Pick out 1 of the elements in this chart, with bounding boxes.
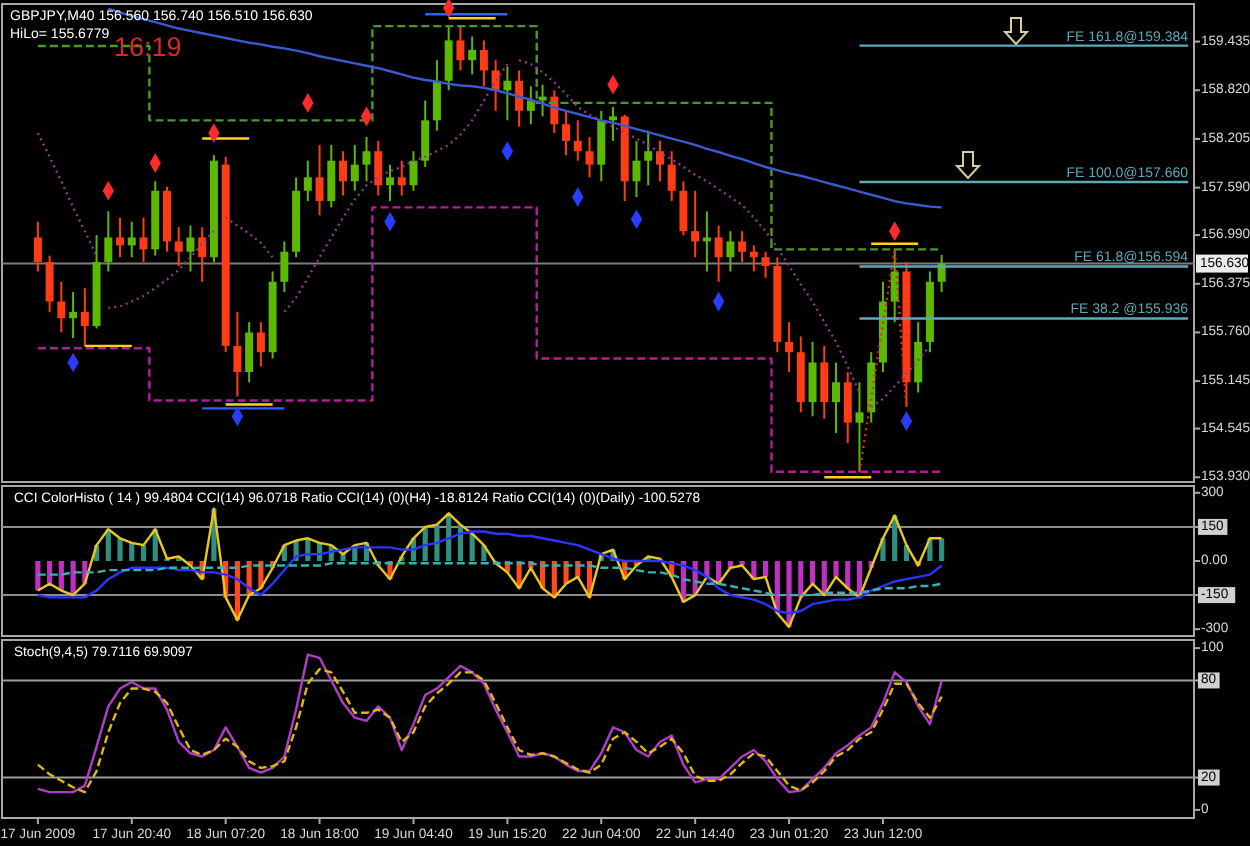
annotation: 16:19 (114, 32, 182, 62)
